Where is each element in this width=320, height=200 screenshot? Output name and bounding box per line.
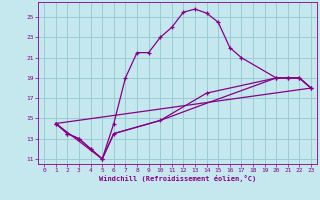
X-axis label: Windchill (Refroidissement éolien,°C): Windchill (Refroidissement éolien,°C) [99, 175, 256, 182]
